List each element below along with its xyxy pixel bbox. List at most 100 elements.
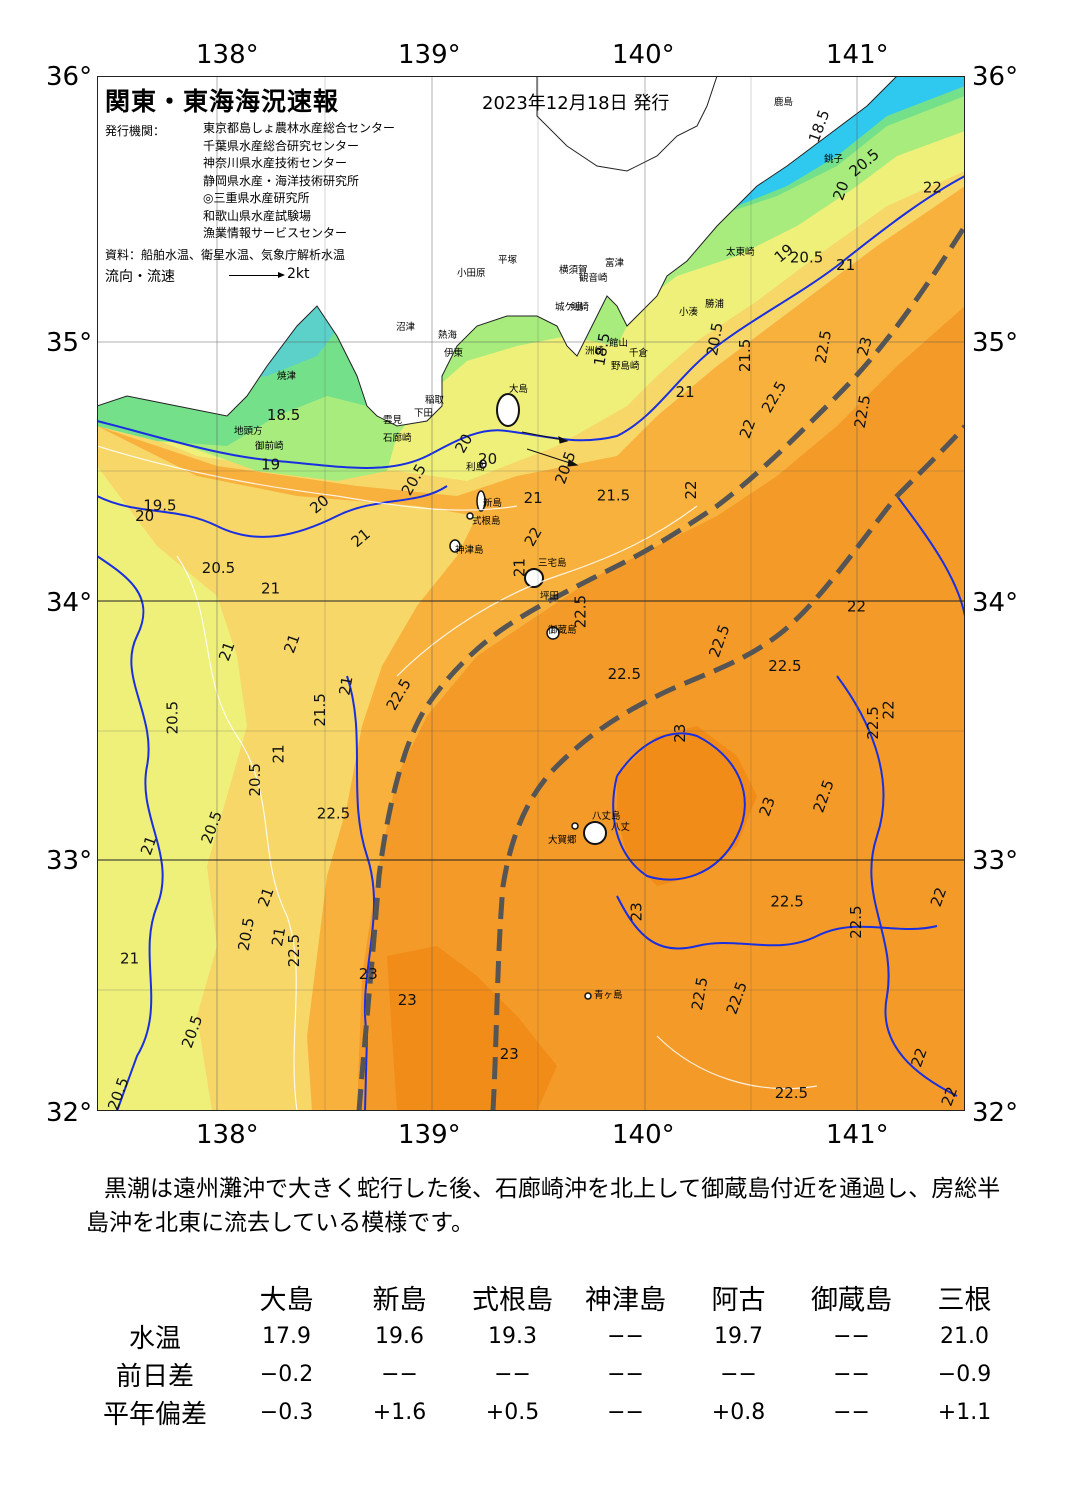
place-label: 新島 <box>483 498 503 509</box>
island-niijima <box>476 490 486 512</box>
table-cell: −− <box>607 1361 644 1387</box>
row-label: 平年偏差 <box>102 1399 207 1430</box>
place-label: 三宅島 <box>538 558 567 569</box>
table-cell: −− <box>607 1323 644 1349</box>
contour-label: 21 <box>120 950 139 968</box>
contour-label: 22 <box>682 480 700 499</box>
island-kozushima <box>449 539 461 553</box>
table-cell: 19.3 <box>488 1323 537 1349</box>
place-label: 野島崎 <box>611 361 640 372</box>
contour-label: 20 <box>135 507 154 525</box>
place-label: 小湊 <box>679 307 699 318</box>
island-toshima <box>479 459 487 469</box>
contour-label: 22.5 <box>317 805 350 823</box>
station-header: 新島 <box>372 1285 427 1316</box>
contour-label: 22.5 <box>812 329 836 365</box>
place-label: 坪田 <box>540 591 560 602</box>
contour-label: 20.5 <box>163 701 181 734</box>
table-cell: −− <box>833 1399 870 1425</box>
table-cell: −− <box>833 1361 870 1387</box>
place-label: 御前崎 <box>255 441 284 452</box>
contour-label: 22.5 <box>285 934 303 967</box>
lon-label-top-141: 141° <box>826 40 889 70</box>
contour-label: 22.5 <box>775 1084 808 1102</box>
place-label: 石廊崎 <box>383 433 412 444</box>
place-label: 銚子 <box>824 154 844 165</box>
contour-label: 23 <box>500 1045 519 1063</box>
place-label: 雲見 <box>383 415 403 426</box>
place-label: 平塚 <box>498 255 518 266</box>
contour-label: 23 <box>628 902 646 921</box>
contour-label: 22.5 <box>608 665 641 683</box>
table-cell: −0.3 <box>259 1399 314 1425</box>
place-label: 洲崎 <box>585 346 605 357</box>
place-label: 観音崎 <box>579 273 608 284</box>
contour-label: 23 <box>398 991 417 1009</box>
place-label: 八丈島 <box>592 811 621 822</box>
zone-23-warm-core <box>387 726 757 1111</box>
lon-label-top-138: 138° <box>196 40 259 70</box>
table-cell: 19.6 <box>375 1323 424 1349</box>
place-label: 青ヶ島 <box>594 990 623 1001</box>
place-label: 大賀郷 <box>548 835 577 846</box>
legend-label: 流向・流速 <box>105 269 175 285</box>
place-label: 稲取 <box>425 395 445 406</box>
contour-label: 21.5 <box>311 693 329 726</box>
contour-label: 22.5 <box>851 394 875 430</box>
contour-label: 20.5 <box>790 248 823 266</box>
table-cell: −− <box>381 1361 418 1387</box>
island-shikinejima <box>466 512 474 520</box>
contour-label: 21 <box>524 489 543 507</box>
contour-label: 20 <box>829 179 852 203</box>
isotherms-half <box>97 445 818 1111</box>
table-cell: 19.7 <box>714 1323 763 1349</box>
table-cell: −0.9 <box>937 1361 992 1387</box>
lat-label-left-32: 32° <box>46 1098 93 1128</box>
lon-label-bottom-139: 139° <box>398 1120 461 1150</box>
place-label: 焼津 <box>277 371 297 382</box>
place-label: 太東崎 <box>726 247 755 258</box>
place-label: 千倉 <box>629 348 649 359</box>
lat-label-left-34: 34° <box>46 588 93 618</box>
contour-label: 21 <box>280 632 303 656</box>
contour-label: 22.5 <box>847 905 865 938</box>
contour-label: 20.5 <box>202 559 235 577</box>
island-hachijo-kojima <box>571 822 579 830</box>
contour-label: 20.5 <box>246 763 264 796</box>
place-label: 鹿島 <box>774 97 794 108</box>
contour-label: 23 <box>359 965 378 983</box>
contour-label: 21 <box>268 926 289 948</box>
table-row: 前日差 −0.2 −− −− −− −− −− −0.9 <box>80 1355 1021 1393</box>
contour-label: 22 <box>847 598 866 616</box>
place-label: 伊東 <box>444 348 464 359</box>
lon-label-bottom-140: 140° <box>612 1120 675 1150</box>
lat-label-right-32: 32° <box>972 1098 1019 1128</box>
zone-22-5 <box>357 306 965 1111</box>
contour-label: 23 <box>755 795 778 819</box>
map-overlay: 関東・東海海況速報 2023年12月18日 発行 発行機関： 東京都島しょ農林水… <box>97 76 965 1111</box>
table-cell: +1.1 <box>937 1399 992 1425</box>
table-cell: −− <box>833 1323 870 1349</box>
station-header: 阿古 <box>711 1285 766 1316</box>
place-label: 御蔵島 <box>548 625 577 636</box>
place-label: 式根島 <box>472 516 501 527</box>
station-header: 大島 <box>259 1285 314 1316</box>
place-label: 小田原 <box>457 268 486 279</box>
contour-label: 22.5 <box>770 893 803 911</box>
table-cell: 17.9 <box>262 1323 311 1349</box>
isotherms <box>97 175 965 1111</box>
contour-label: 18.5 <box>590 331 614 367</box>
contour-label: 21 <box>335 675 356 697</box>
table-corner <box>80 1278 230 1317</box>
contour-label: 22.5 <box>571 595 589 628</box>
sea-temperature-map: 18.5 20 20.5 22 19 20.5 21 18.5 20.5 21.5 22.5 23 21… <box>97 76 965 1111</box>
current-arrows <box>521 431 579 467</box>
station-header: 式根島 <box>472 1285 553 1316</box>
contour-label: 21 <box>270 744 288 763</box>
table-cell: −0.2 <box>259 1361 314 1387</box>
contour-label: 21 <box>137 833 160 857</box>
issuer-item: 静岡県水産・海洋技術研究所 <box>203 173 360 188</box>
place-label: 沼津 <box>396 322 416 333</box>
contour-label: 21 <box>676 383 695 401</box>
table-header-row: 大島 新島 式根島 神津島 阿古 御蔵島 三根 <box>80 1278 1021 1317</box>
